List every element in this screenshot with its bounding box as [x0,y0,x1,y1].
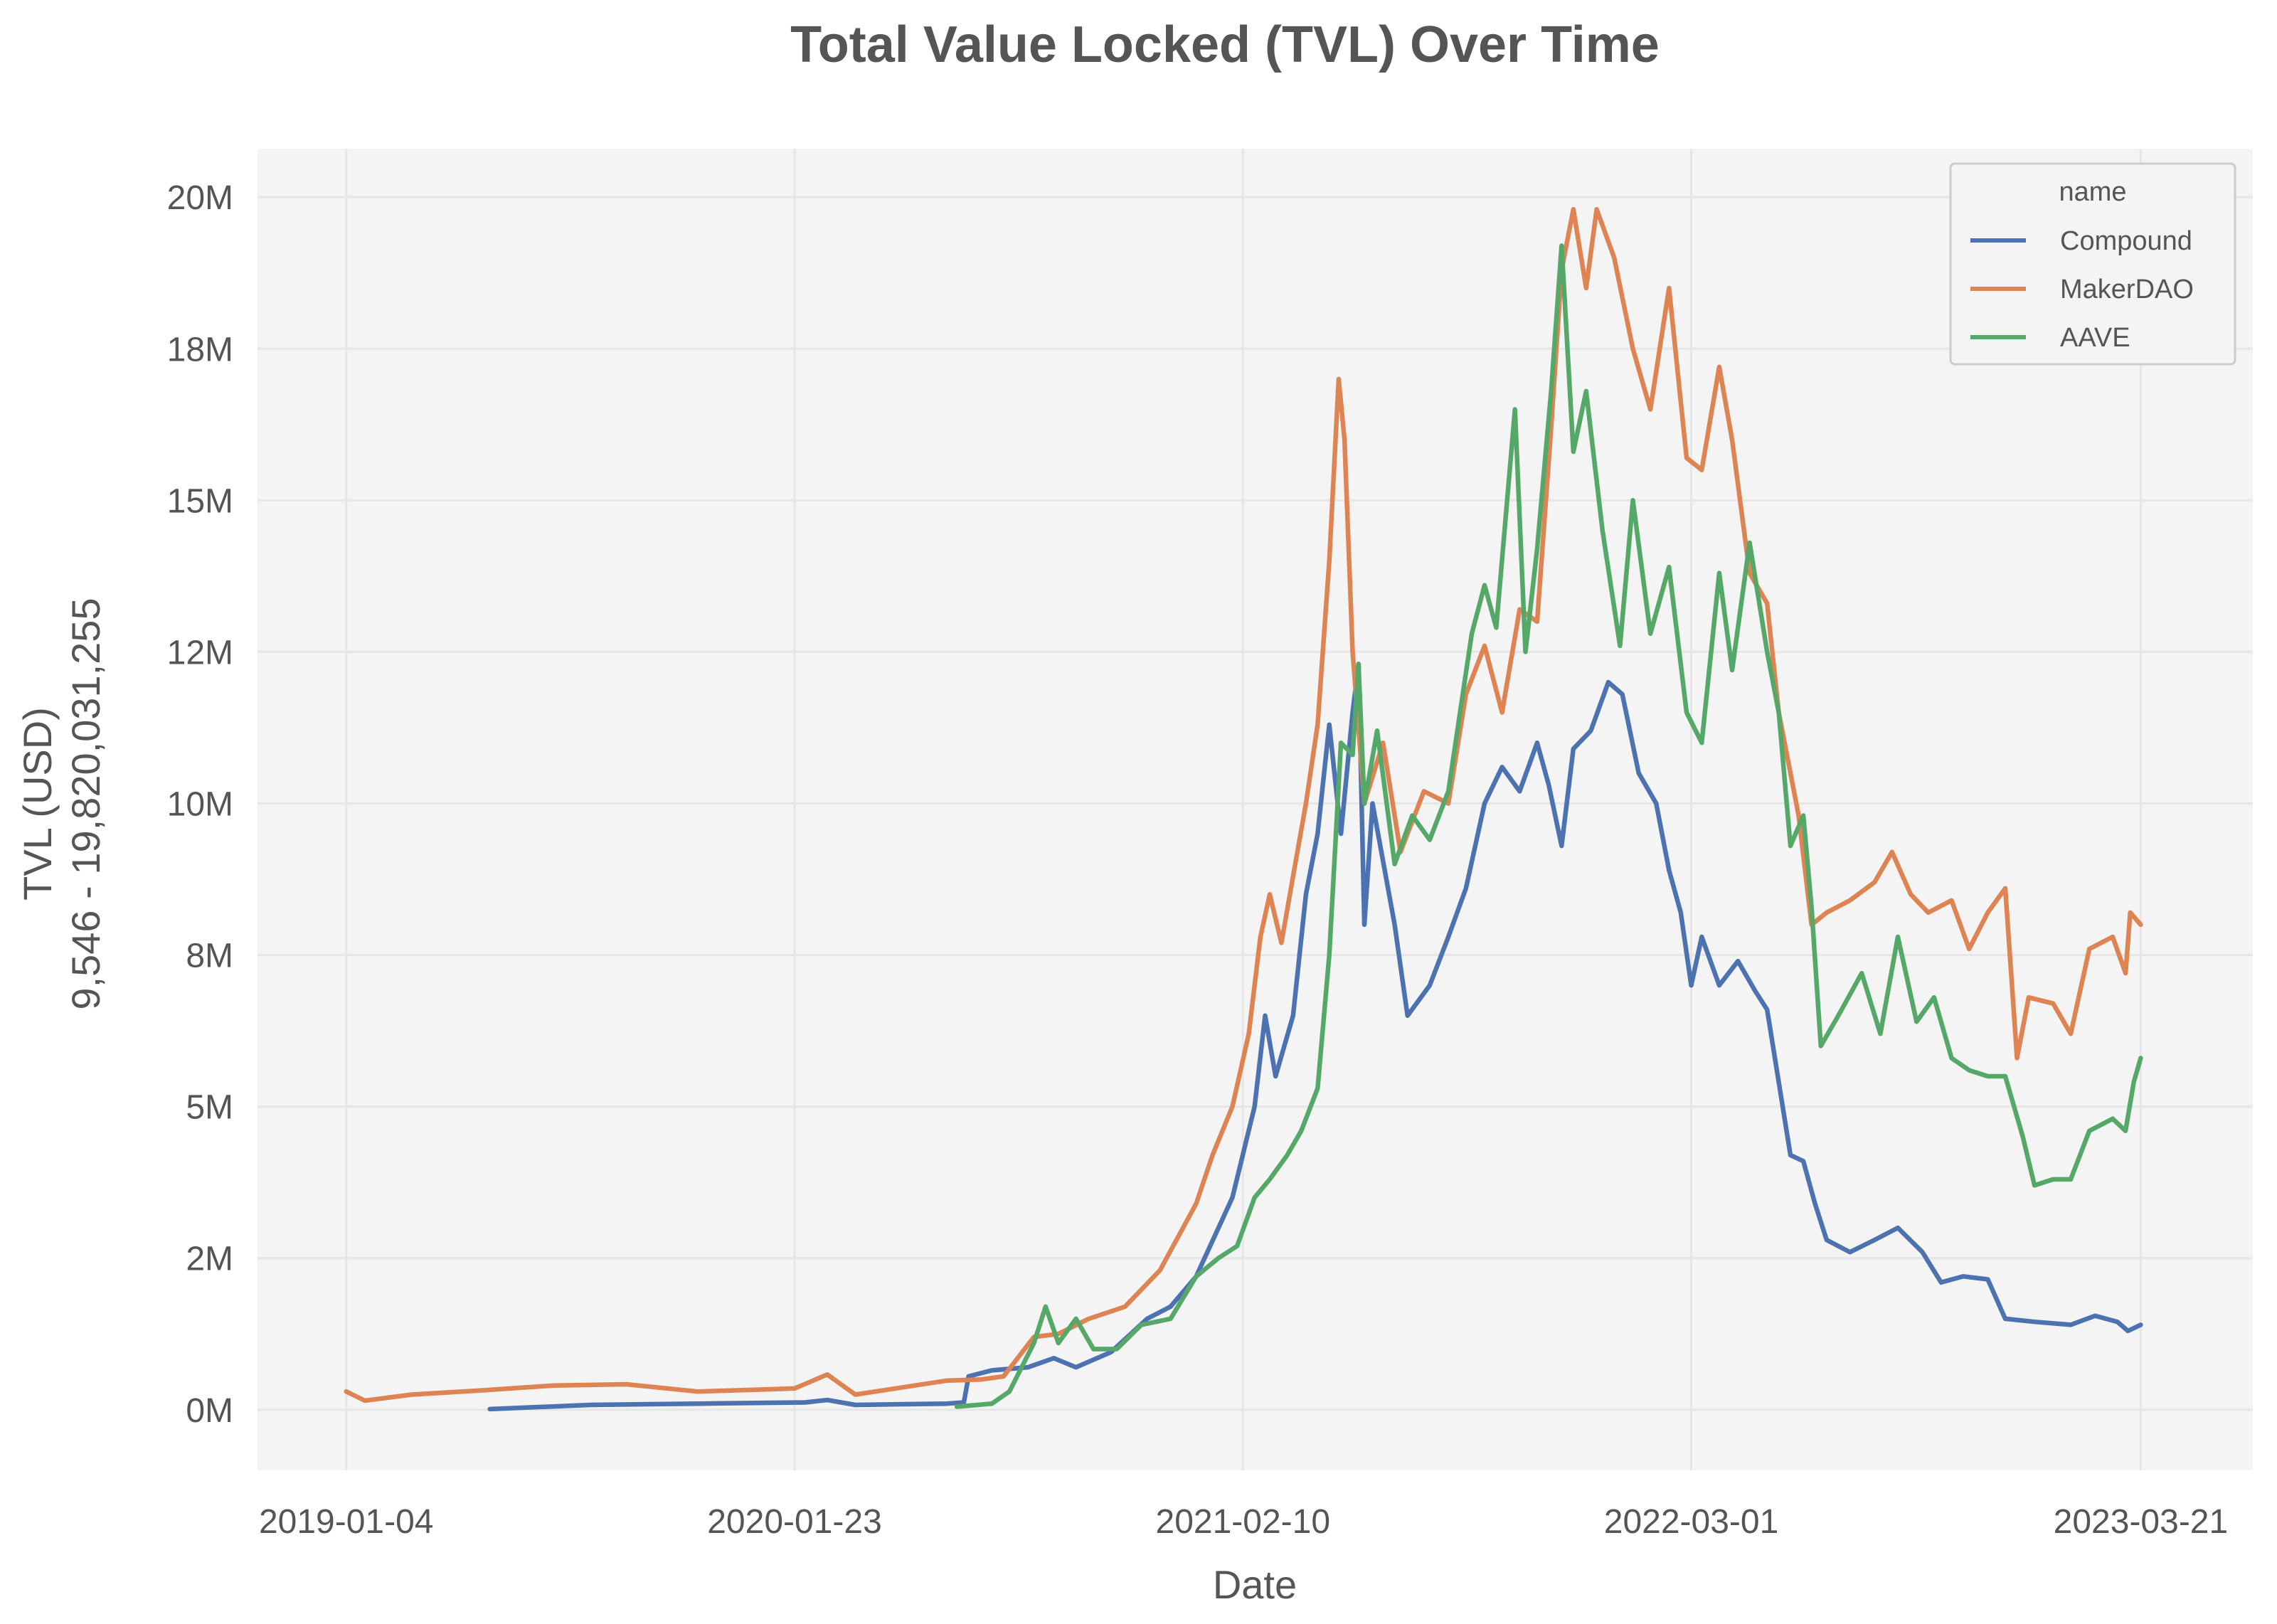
legend-items: Compound MakerDAO AAVE [1970,226,2194,353]
legend-label-aave: AAVE [2060,323,2130,353]
y-axis-label-line-2: 9,546 - 19,820,031,255 [63,598,108,1009]
x-tick-label: 2022-03-01 [1604,1503,1779,1541]
y-tick-label: 8M [186,938,233,975]
x-tick-label: 2023-03-21 [2054,1503,2229,1541]
legend-label-makerdao: MakerDAO [2060,275,2194,304]
chart-title: Total Value Locked (TVL) Over Time [790,16,1660,73]
legend-box [1949,162,2236,366]
y-tick-label: 10M [167,785,233,823]
y-tick-label: 5M [186,1089,233,1127]
legend: name Compound MakerDAO AAVE [1949,162,2236,366]
y-tick-label: 12M [167,634,233,672]
y-tick-label: 0M [186,1392,233,1430]
series-line-aave [954,243,2143,1409]
x-gridlines [345,149,2142,1470]
y-axis-label: TVL (USD) 9,546 - 19,820,031,255 [15,598,108,1009]
y-tick-label: 2M [186,1241,233,1278]
y-tick-label: 20M [167,179,233,217]
legend-title: name [2059,177,2126,207]
y-axis-label-line-1: TVL (USD) [15,707,60,901]
x-tick-labels: 2019-01-04 2020-01-23 2021-02-10 2022-03-01… [259,1503,2228,1541]
y-tick-labels: 0M 2M 5M 8M 10M 12M 15M 18M 20M [167,179,233,1430]
y-tick-label: 18M [167,331,233,368]
y-tick-label: 15M [167,482,233,520]
x-tick-label: 2019-01-04 [259,1503,434,1541]
series-lines [344,206,2143,1412]
x-tick-label: 2021-02-10 [1156,1503,1331,1541]
series-line-compound [487,662,2143,1412]
legend-label-compound: Compound [2060,226,2192,256]
x-tick-label: 2020-01-23 [707,1503,882,1541]
x-axis-label: Date [1213,1562,1297,1607]
